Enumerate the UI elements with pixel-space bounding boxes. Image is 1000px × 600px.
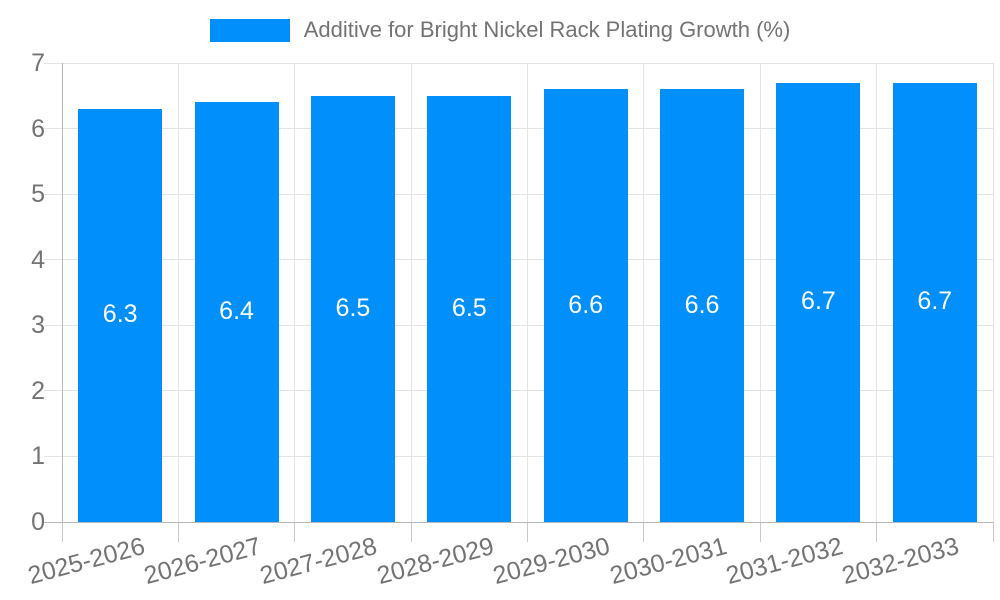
y-axis-label: 3 — [31, 311, 45, 340]
x-axis-tick — [177, 522, 179, 542]
x-axis-label: 2026-2027 — [141, 532, 264, 590]
gridline-vertical — [61, 63, 63, 522]
bar[interactable]: 6.7 — [892, 82, 977, 522]
bar-value-label: 6.7 — [801, 287, 836, 316]
y-axis-label: 1 — [31, 442, 45, 471]
x-axis-tick — [876, 522, 878, 542]
legend-swatch-icon — [209, 18, 290, 42]
y-axis-line — [62, 63, 63, 522]
x-axis-tick — [410, 522, 412, 542]
x-axis-tick — [527, 522, 528, 542]
x-axis-label: 2031-2032 — [722, 532, 846, 590]
x-axis-tick — [759, 522, 761, 542]
bar-value-label: 6.3 — [102, 300, 138, 329]
x-axis-label: 2027-2028 — [257, 532, 381, 590]
gridline-vertical — [759, 63, 761, 522]
x-axis-tick — [992, 522, 994, 542]
bar[interactable]: 6.4 — [194, 102, 279, 522]
bar-value-label: 6.5 — [335, 293, 371, 322]
gridline-vertical — [527, 63, 528, 522]
plot-area: 0 1 2 3 4 5 6 7 6.3 6.4 6.5 6.5 6.6 6.6 6.7 6.7 2025-202… — [25, 49, 994, 590]
gridline-horizontal — [44, 62, 993, 64]
bar-value-label: 6.6 — [684, 290, 720, 319]
y-axis-label: 4 — [31, 245, 45, 274]
bar[interactable]: 6.6 — [660, 89, 745, 522]
x-axis-label: 2025-2026 — [24, 532, 148, 590]
gridline-vertical — [177, 63, 179, 522]
x-axis-label: 2030-2031 — [606, 532, 730, 590]
bar[interactable]: 6.7 — [776, 82, 861, 522]
y-axis-label: 0 — [31, 508, 45, 536]
x-axis-label: 2032-2033 — [839, 532, 963, 590]
gridline-vertical — [410, 63, 412, 522]
y-axis-label: 2 — [31, 376, 45, 405]
bar-value-label: 6.4 — [219, 297, 254, 326]
x-axis-label: 2029-2030 — [490, 532, 613, 590]
legend[interactable]: Additive for Bright Nickel Rack Plating … — [0, 17, 1000, 43]
bar-value-label: 6.6 — [568, 290, 604, 319]
y-axis-label: 6 — [31, 114, 45, 143]
bar[interactable]: 6.5 — [427, 95, 512, 522]
legend-label: Additive for Bright Nickel Rack Plating … — [303, 17, 791, 42]
gridline-vertical — [643, 63, 645, 522]
x-axis-tick — [643, 522, 645, 542]
x-axis-tick — [294, 522, 296, 542]
x-axis-label: 2028-2029 — [373, 532, 497, 590]
bar-value-label: 6.5 — [451, 293, 487, 322]
gridline-vertical — [992, 63, 994, 522]
x-axis-tick — [61, 522, 63, 542]
gridline-vertical — [294, 63, 296, 522]
y-axis-label: 7 — [31, 49, 45, 77]
bar[interactable]: 6.6 — [543, 89, 628, 522]
bar-value-label: 6.7 — [917, 287, 953, 316]
bar[interactable]: 6.3 — [78, 108, 163, 522]
y-axis-label: 5 — [31, 180, 45, 209]
bar[interactable]: 6.5 — [310, 95, 395, 522]
gridline-vertical — [876, 63, 878, 522]
